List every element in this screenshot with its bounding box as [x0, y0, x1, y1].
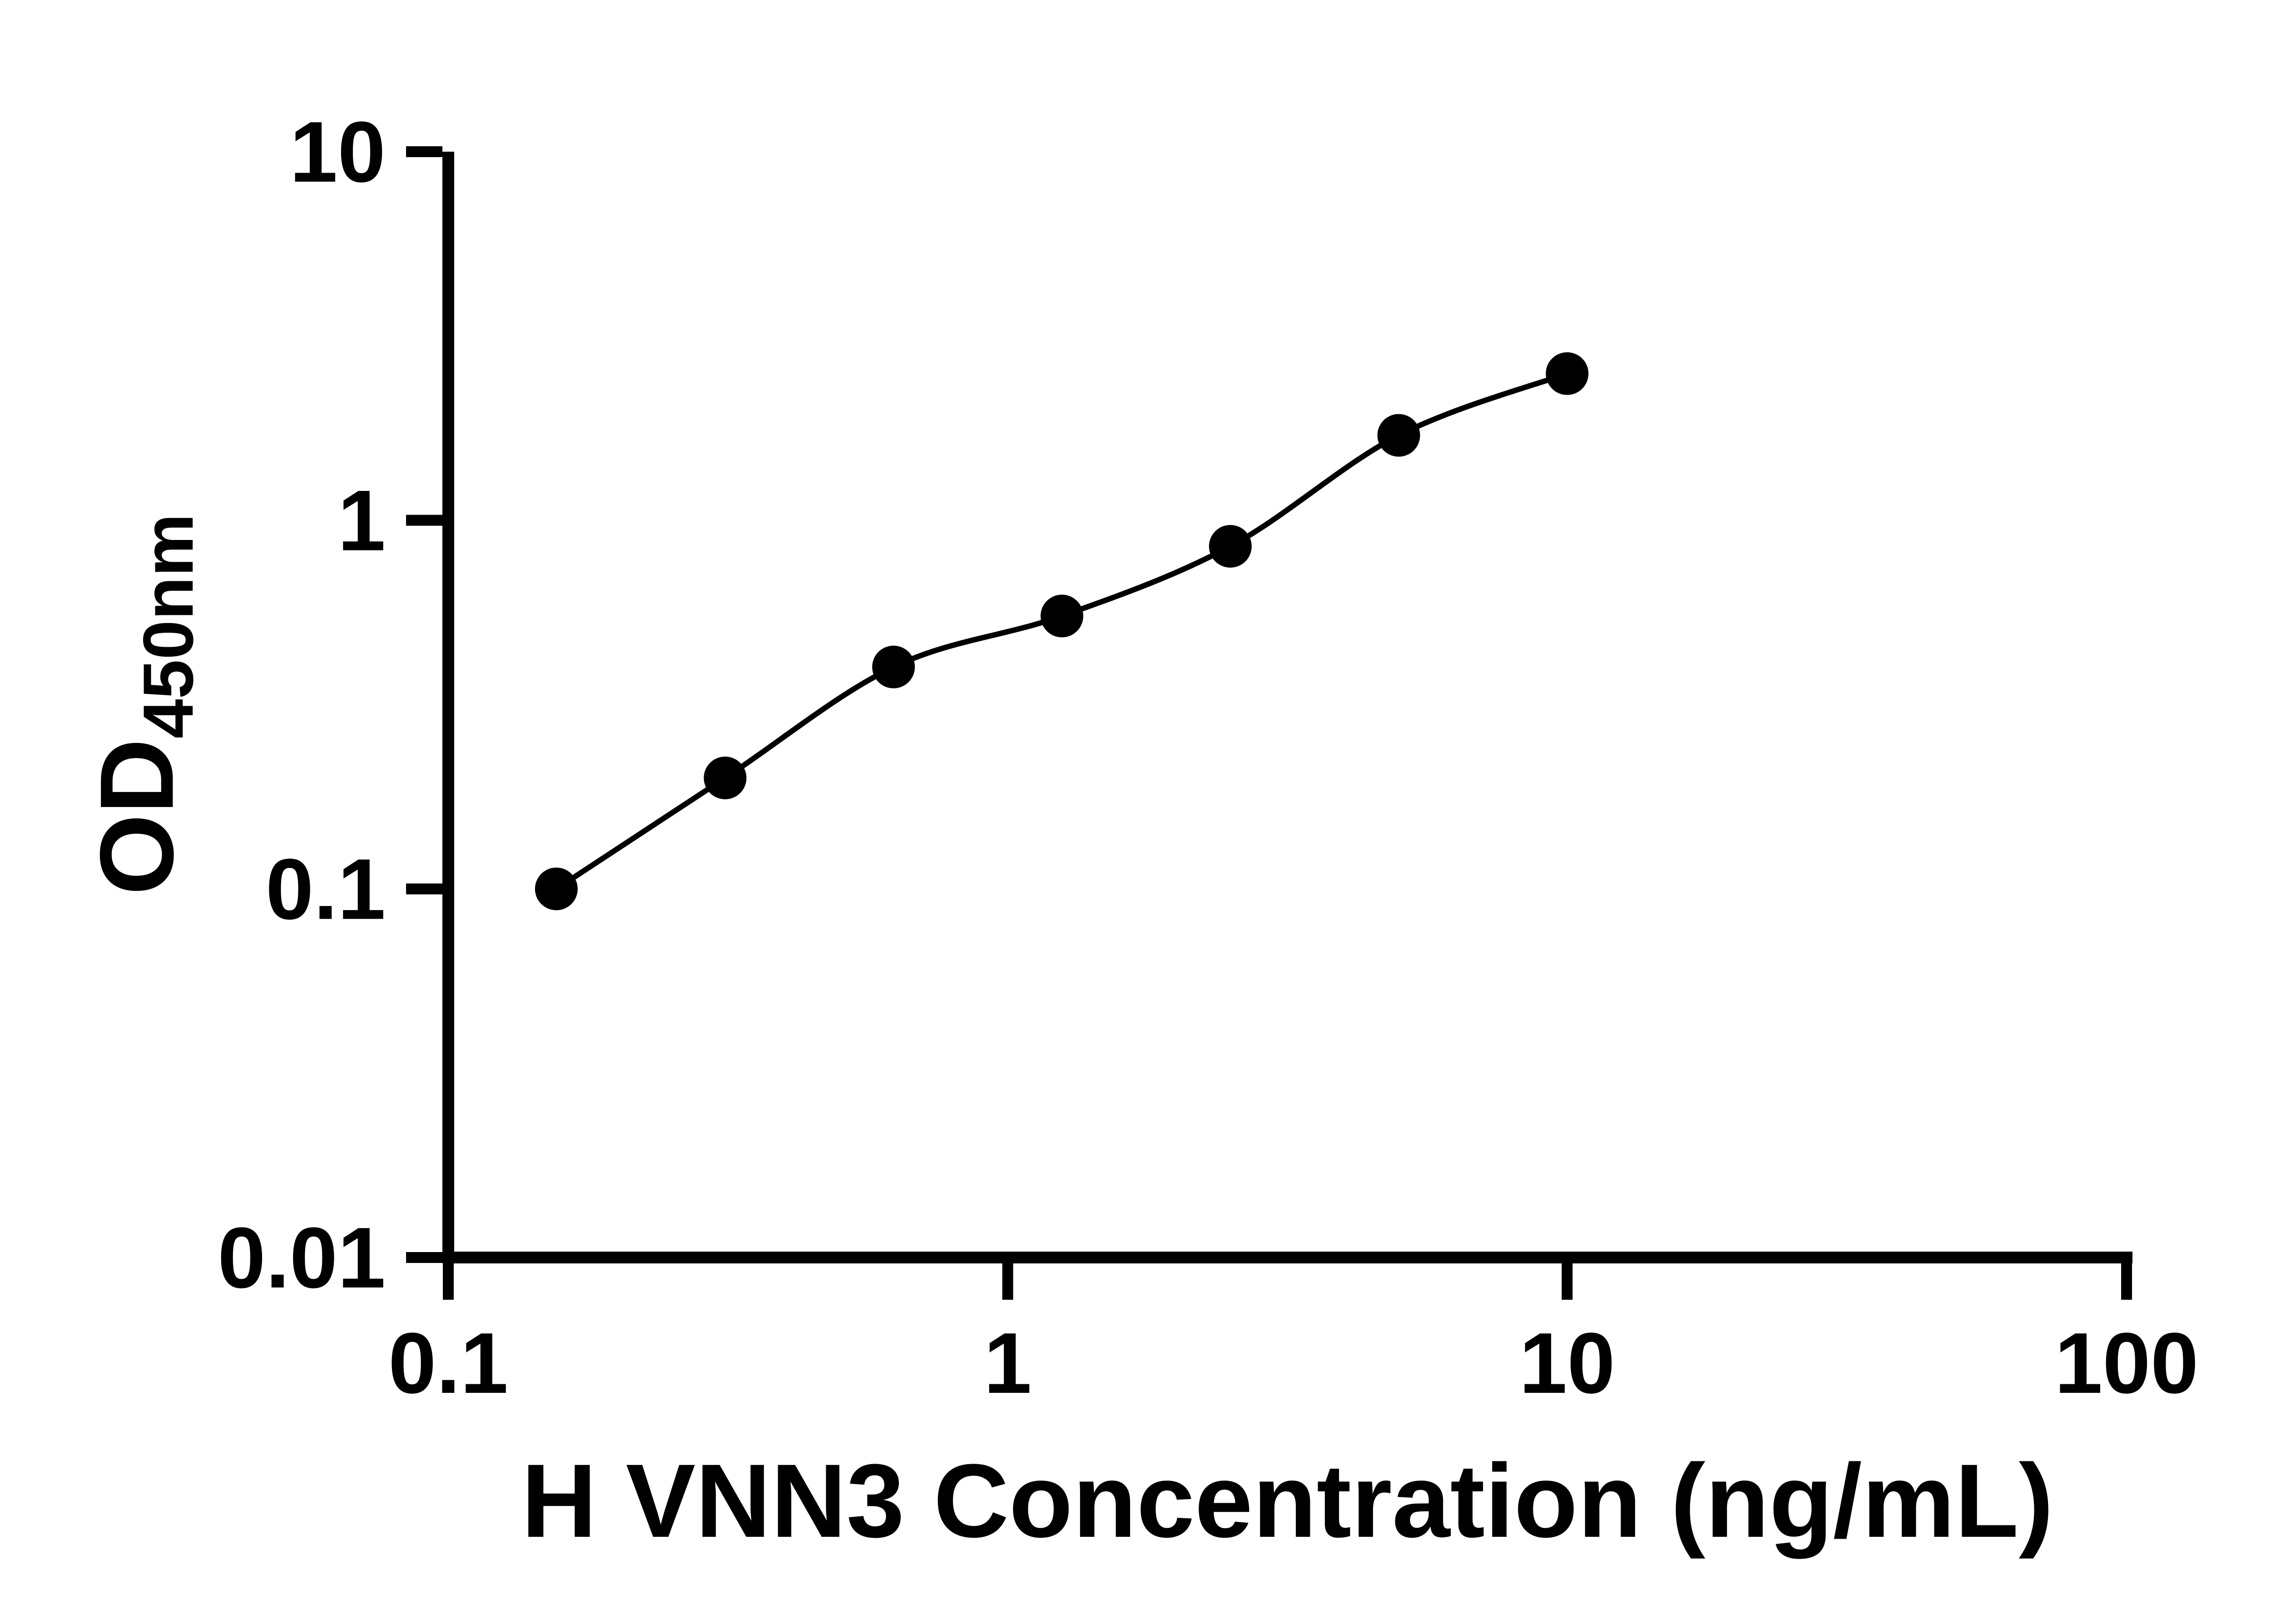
data-point — [704, 756, 747, 799]
data-point — [872, 645, 915, 688]
data-point — [535, 867, 578, 911]
data-point — [1377, 414, 1420, 457]
x-axis-label: H VNN3 Concentration (ng/mL) — [521, 1442, 2054, 1559]
x-tick-label: 1 — [984, 1315, 1032, 1411]
y-tick-label: 10 — [290, 104, 386, 200]
x-tick-label: 100 — [2054, 1315, 2198, 1411]
y-tick-label: 0.01 — [218, 1210, 386, 1306]
y-axis-label-main: OD — [78, 738, 195, 896]
y-axis-label-subscript: 450nm — [129, 513, 208, 739]
x-tick-label: 10 — [1519, 1315, 1615, 1411]
data-point — [1546, 352, 1589, 395]
y-tick-label: 0.1 — [266, 841, 386, 937]
data-point — [1209, 525, 1252, 568]
x-tick-label: 0.1 — [388, 1315, 508, 1411]
y-tick-label: 1 — [337, 473, 386, 569]
y-axis-label: OD450nm — [78, 514, 208, 895]
data-point — [1041, 594, 1084, 638]
